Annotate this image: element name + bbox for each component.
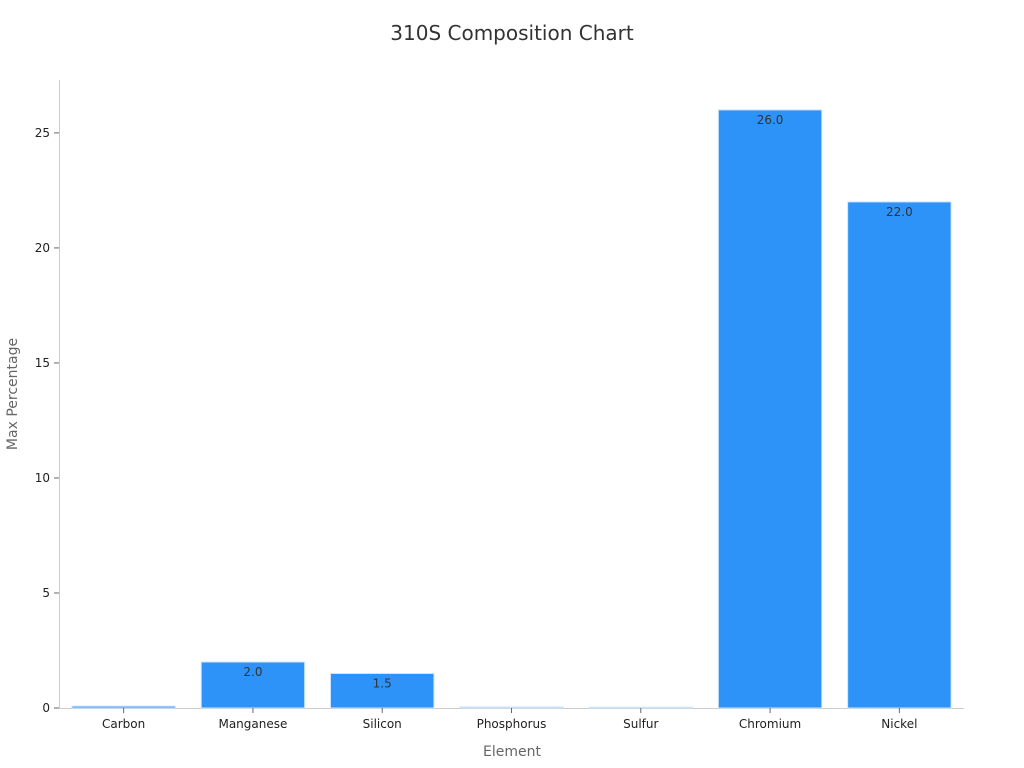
- bar-chromium: [717, 109, 823, 709]
- bar-nickel: [847, 201, 952, 709]
- data-label-silicon: 1.5: [373, 676, 392, 690]
- x-tick-label-silicon: Silicon: [363, 717, 402, 731]
- x-axis-label: Element: [483, 744, 541, 760]
- y-tick-label: 5: [42, 586, 50, 600]
- y-axis-ticks: 0 5 10 15 20 25: [35, 126, 59, 715]
- x-tick-label-sulfur: Sulfur: [623, 717, 658, 731]
- x-tick-label-carbon: Carbon: [102, 717, 145, 731]
- x-tick-label-nickel: Nickel: [881, 717, 917, 731]
- chart-title: 310S Composition Chart: [390, 21, 634, 45]
- bar-phosphorus: [459, 706, 564, 709]
- bar-series: [71, 109, 952, 709]
- y-tick-label: 0: [42, 701, 50, 715]
- data-label-manganese: 2.0: [243, 665, 262, 679]
- bar-carbon: [71, 705, 176, 709]
- x-tick-label-phosphorus: Phosphorus: [477, 717, 547, 731]
- y-tick-label: 20: [35, 241, 50, 255]
- data-labels: 2.0 1.5 26.0 22.0: [243, 113, 912, 691]
- bar-manganese: [200, 661, 306, 709]
- data-label-nickel: 22.0: [886, 205, 913, 219]
- bar-sulfur: [588, 706, 693, 709]
- data-label-chromium: 26.0: [757, 113, 784, 127]
- y-tick-label: 15: [35, 356, 50, 370]
- x-tick-label-chromium: Chromium: [739, 717, 801, 731]
- x-axis-ticks: Carbon Manganese Silicon Phosphorus Sulfur Ch…: [102, 708, 917, 731]
- y-axis-label: Max Percentage: [5, 338, 21, 450]
- y-tick-label: 10: [35, 471, 50, 485]
- x-tick-label-manganese: Manganese: [218, 717, 287, 731]
- y-tick-label: 25: [35, 126, 50, 140]
